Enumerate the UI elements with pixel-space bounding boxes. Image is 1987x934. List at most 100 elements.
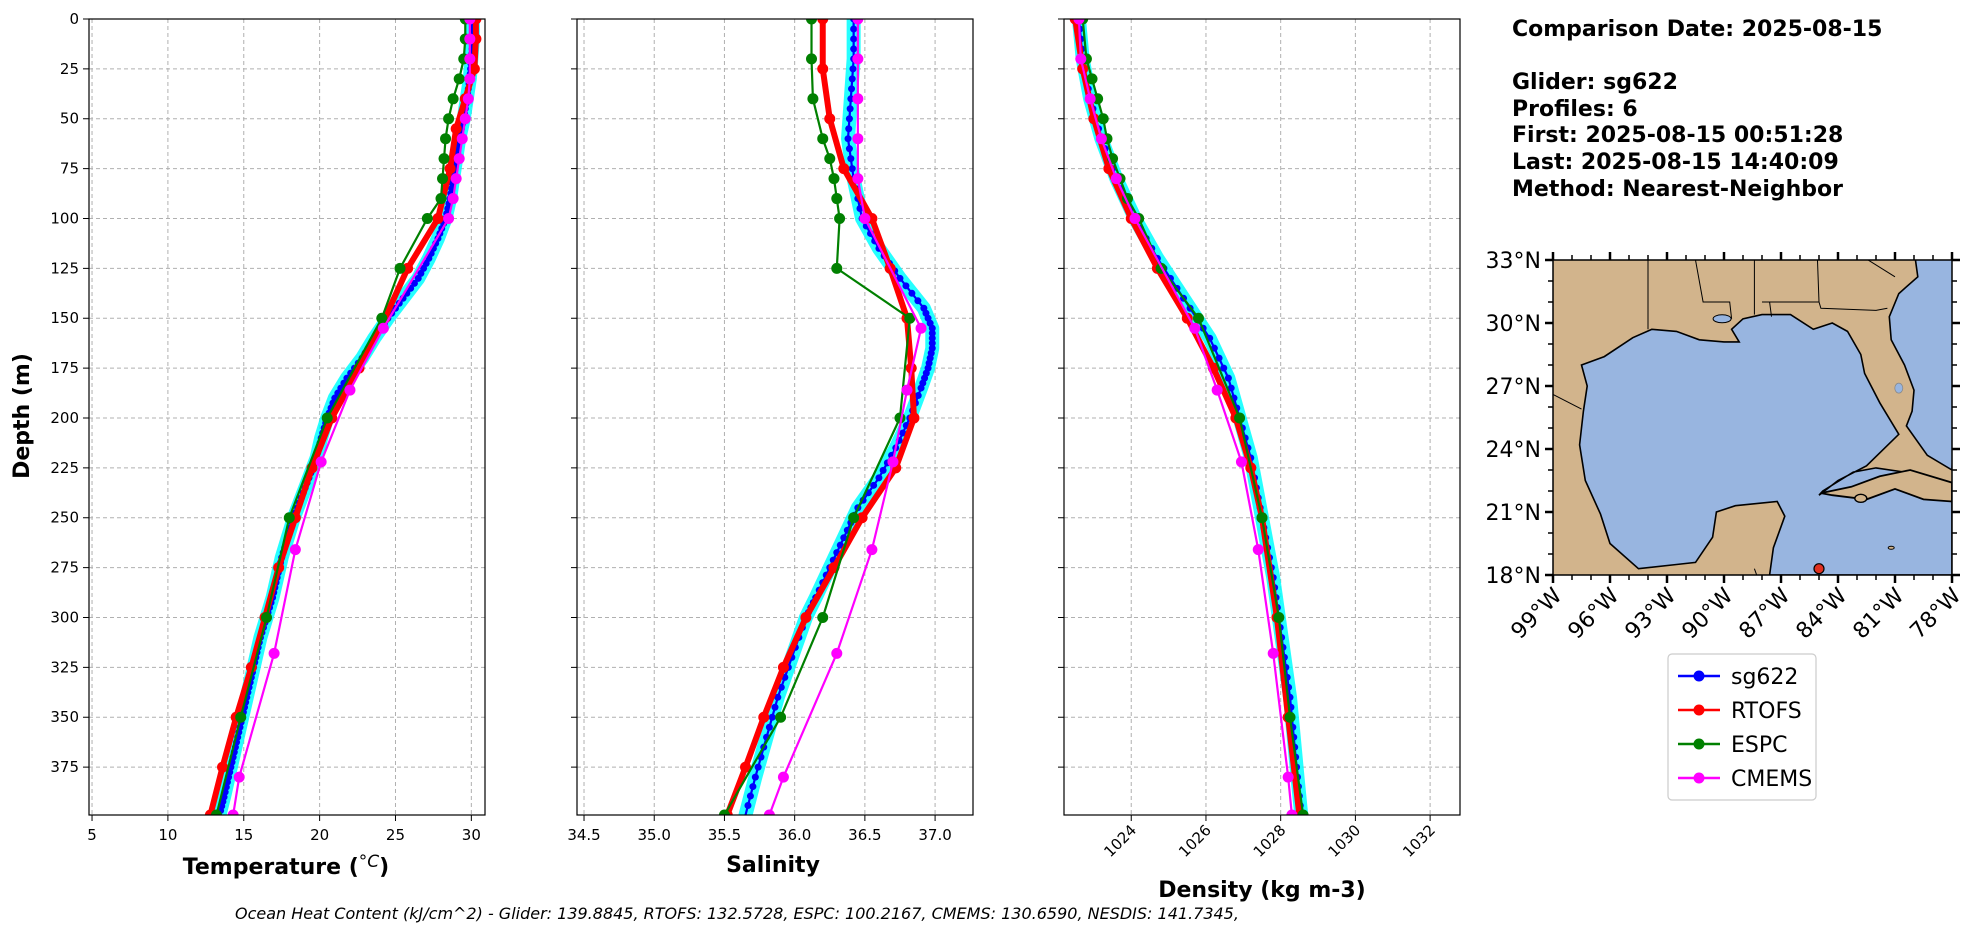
data-point-espc	[1234, 412, 1246, 424]
data-point-sg622	[928, 329, 936, 337]
legend: sg622 RTOFS ESPC CMEMS	[1667, 653, 1817, 801]
data-point-cmems	[1286, 809, 1298, 815]
y-tick-label: 75	[60, 160, 79, 178]
x-tick-label: 36.5	[848, 826, 881, 844]
data-point-rtofs	[432, 212, 444, 224]
data-point-cmems	[377, 322, 389, 334]
data-point-sg622	[768, 713, 776, 721]
data-point-cmems	[464, 19, 476, 25]
data-point-sg622	[1224, 374, 1232, 382]
y-tick-label: 150	[50, 309, 79, 327]
data-point-cmems	[227, 809, 239, 815]
data-point-cmems	[315, 456, 327, 468]
border-line	[1816, 260, 1820, 303]
x-tick-label: 30	[462, 826, 481, 844]
data-point-sg622	[850, 35, 858, 43]
profile-count: Profiles: 6	[1512, 97, 1638, 122]
salinity-panel: 34.5 35.0 35.5 36.0 36.5 37.0	[567, 18, 974, 844]
glider-name: Glider: sg622	[1512, 70, 1678, 95]
data-point-cmems	[1073, 19, 1085, 25]
data-point-sg622	[928, 334, 936, 342]
data-point-espc	[440, 133, 452, 145]
legend-label: RTOFS	[1731, 699, 1802, 724]
data-point-sg622	[771, 703, 779, 711]
data-point-espc	[718, 809, 730, 815]
data-point-espc	[438, 153, 450, 165]
data-point-cmems	[852, 93, 864, 105]
map-lat-label: 21°N	[1486, 501, 1541, 526]
data-point-espc	[824, 153, 836, 165]
data-point-espc	[834, 212, 846, 224]
data-point-espc	[828, 173, 840, 185]
legend-marker	[1693, 738, 1705, 750]
data-point-espc	[807, 93, 819, 105]
data-point-cmems	[1235, 456, 1247, 468]
method: Method: Nearest-Neighbor	[1512, 177, 1843, 202]
data-point-sg622	[836, 541, 844, 549]
data-point-rtofs	[838, 163, 850, 175]
border-line	[1553, 393, 1582, 410]
data-point-rtofs	[800, 611, 812, 623]
data-point-sg622	[870, 481, 878, 489]
data-point-cmems	[462, 93, 474, 105]
data-point-cmems	[1282, 771, 1294, 783]
depth-axis-label: Depth (m)	[10, 353, 35, 479]
data-point-sg622	[875, 474, 883, 482]
y-tick-label: 0	[69, 10, 79, 28]
data-point-sg622	[850, 45, 858, 53]
glider-location-marker	[1813, 563, 1825, 575]
data-point-cmems	[456, 133, 468, 145]
x-tick-label: 1030	[1324, 821, 1364, 861]
data-point-sg622	[410, 279, 418, 287]
data-point-rtofs	[402, 262, 414, 274]
data-point-sg622	[848, 165, 856, 173]
data-point-cmems	[464, 73, 476, 85]
x-tick-label: 35.0	[638, 826, 671, 844]
data-point-sg622	[899, 429, 907, 437]
map-lat-label: 33°N	[1486, 249, 1541, 274]
data-point-espc	[1284, 711, 1296, 723]
temperature-panel: 0 25 50 75 100 125 150 175 200 225 250 275 300 325 350…	[50, 10, 486, 844]
data-point-sg622	[414, 274, 422, 282]
data-point-espc	[321, 412, 333, 424]
y-tick-label: 275	[50, 559, 79, 577]
data-point-cmems	[1189, 322, 1201, 334]
data-point-sg622	[840, 534, 848, 542]
data-point-espc	[235, 711, 247, 723]
data-point-rtofs	[777, 661, 789, 673]
data-point-cmems	[1084, 93, 1096, 105]
legend-label: sg622	[1731, 665, 1798, 690]
data-point-espc	[831, 193, 843, 205]
map-frame	[1552, 259, 1953, 576]
data-point-sg622	[848, 85, 856, 93]
x-tick-label: 1032	[1399, 821, 1439, 861]
series-line-cmems	[232, 19, 471, 815]
x-tick-label: 37.0	[918, 826, 951, 844]
data-point-sg622	[746, 792, 754, 800]
data-point-sg622	[845, 145, 853, 153]
gulf-map: 33°N 30°N 27°N 24°N 21°N 18°N99°W96°W93°W90°W…	[1486, 249, 1967, 644]
data-point-cmems	[852, 19, 864, 25]
series-line-espc	[1081, 19, 1305, 815]
data-point-espc	[447, 93, 459, 105]
temperature-axis-label: Temperature (°C)	[183, 852, 389, 880]
data-point-sg622	[928, 324, 936, 332]
map-lon-label: 87°W	[1735, 583, 1796, 644]
legend-marker	[1693, 704, 1705, 716]
data-point-espc	[904, 312, 916, 324]
data-point-espc	[261, 611, 273, 623]
data-point-espc	[1097, 113, 1109, 125]
data-point-rtofs	[856, 512, 868, 524]
data-point-espc	[1273, 611, 1285, 623]
map-lon-label: 90°W	[1678, 583, 1739, 644]
data-point-sg622	[848, 75, 856, 83]
data-point-espc	[394, 262, 406, 274]
data-point-sg622	[914, 297, 922, 305]
data-point-cmems	[233, 771, 245, 783]
map-lon-label: 84°W	[1792, 583, 1853, 644]
salinity-axis-label: Salinity	[726, 853, 820, 878]
data-point-cmems	[1095, 133, 1107, 145]
data-point-sg622	[846, 105, 854, 113]
data-point-cmems	[450, 173, 462, 185]
data-point-espc	[806, 19, 818, 25]
